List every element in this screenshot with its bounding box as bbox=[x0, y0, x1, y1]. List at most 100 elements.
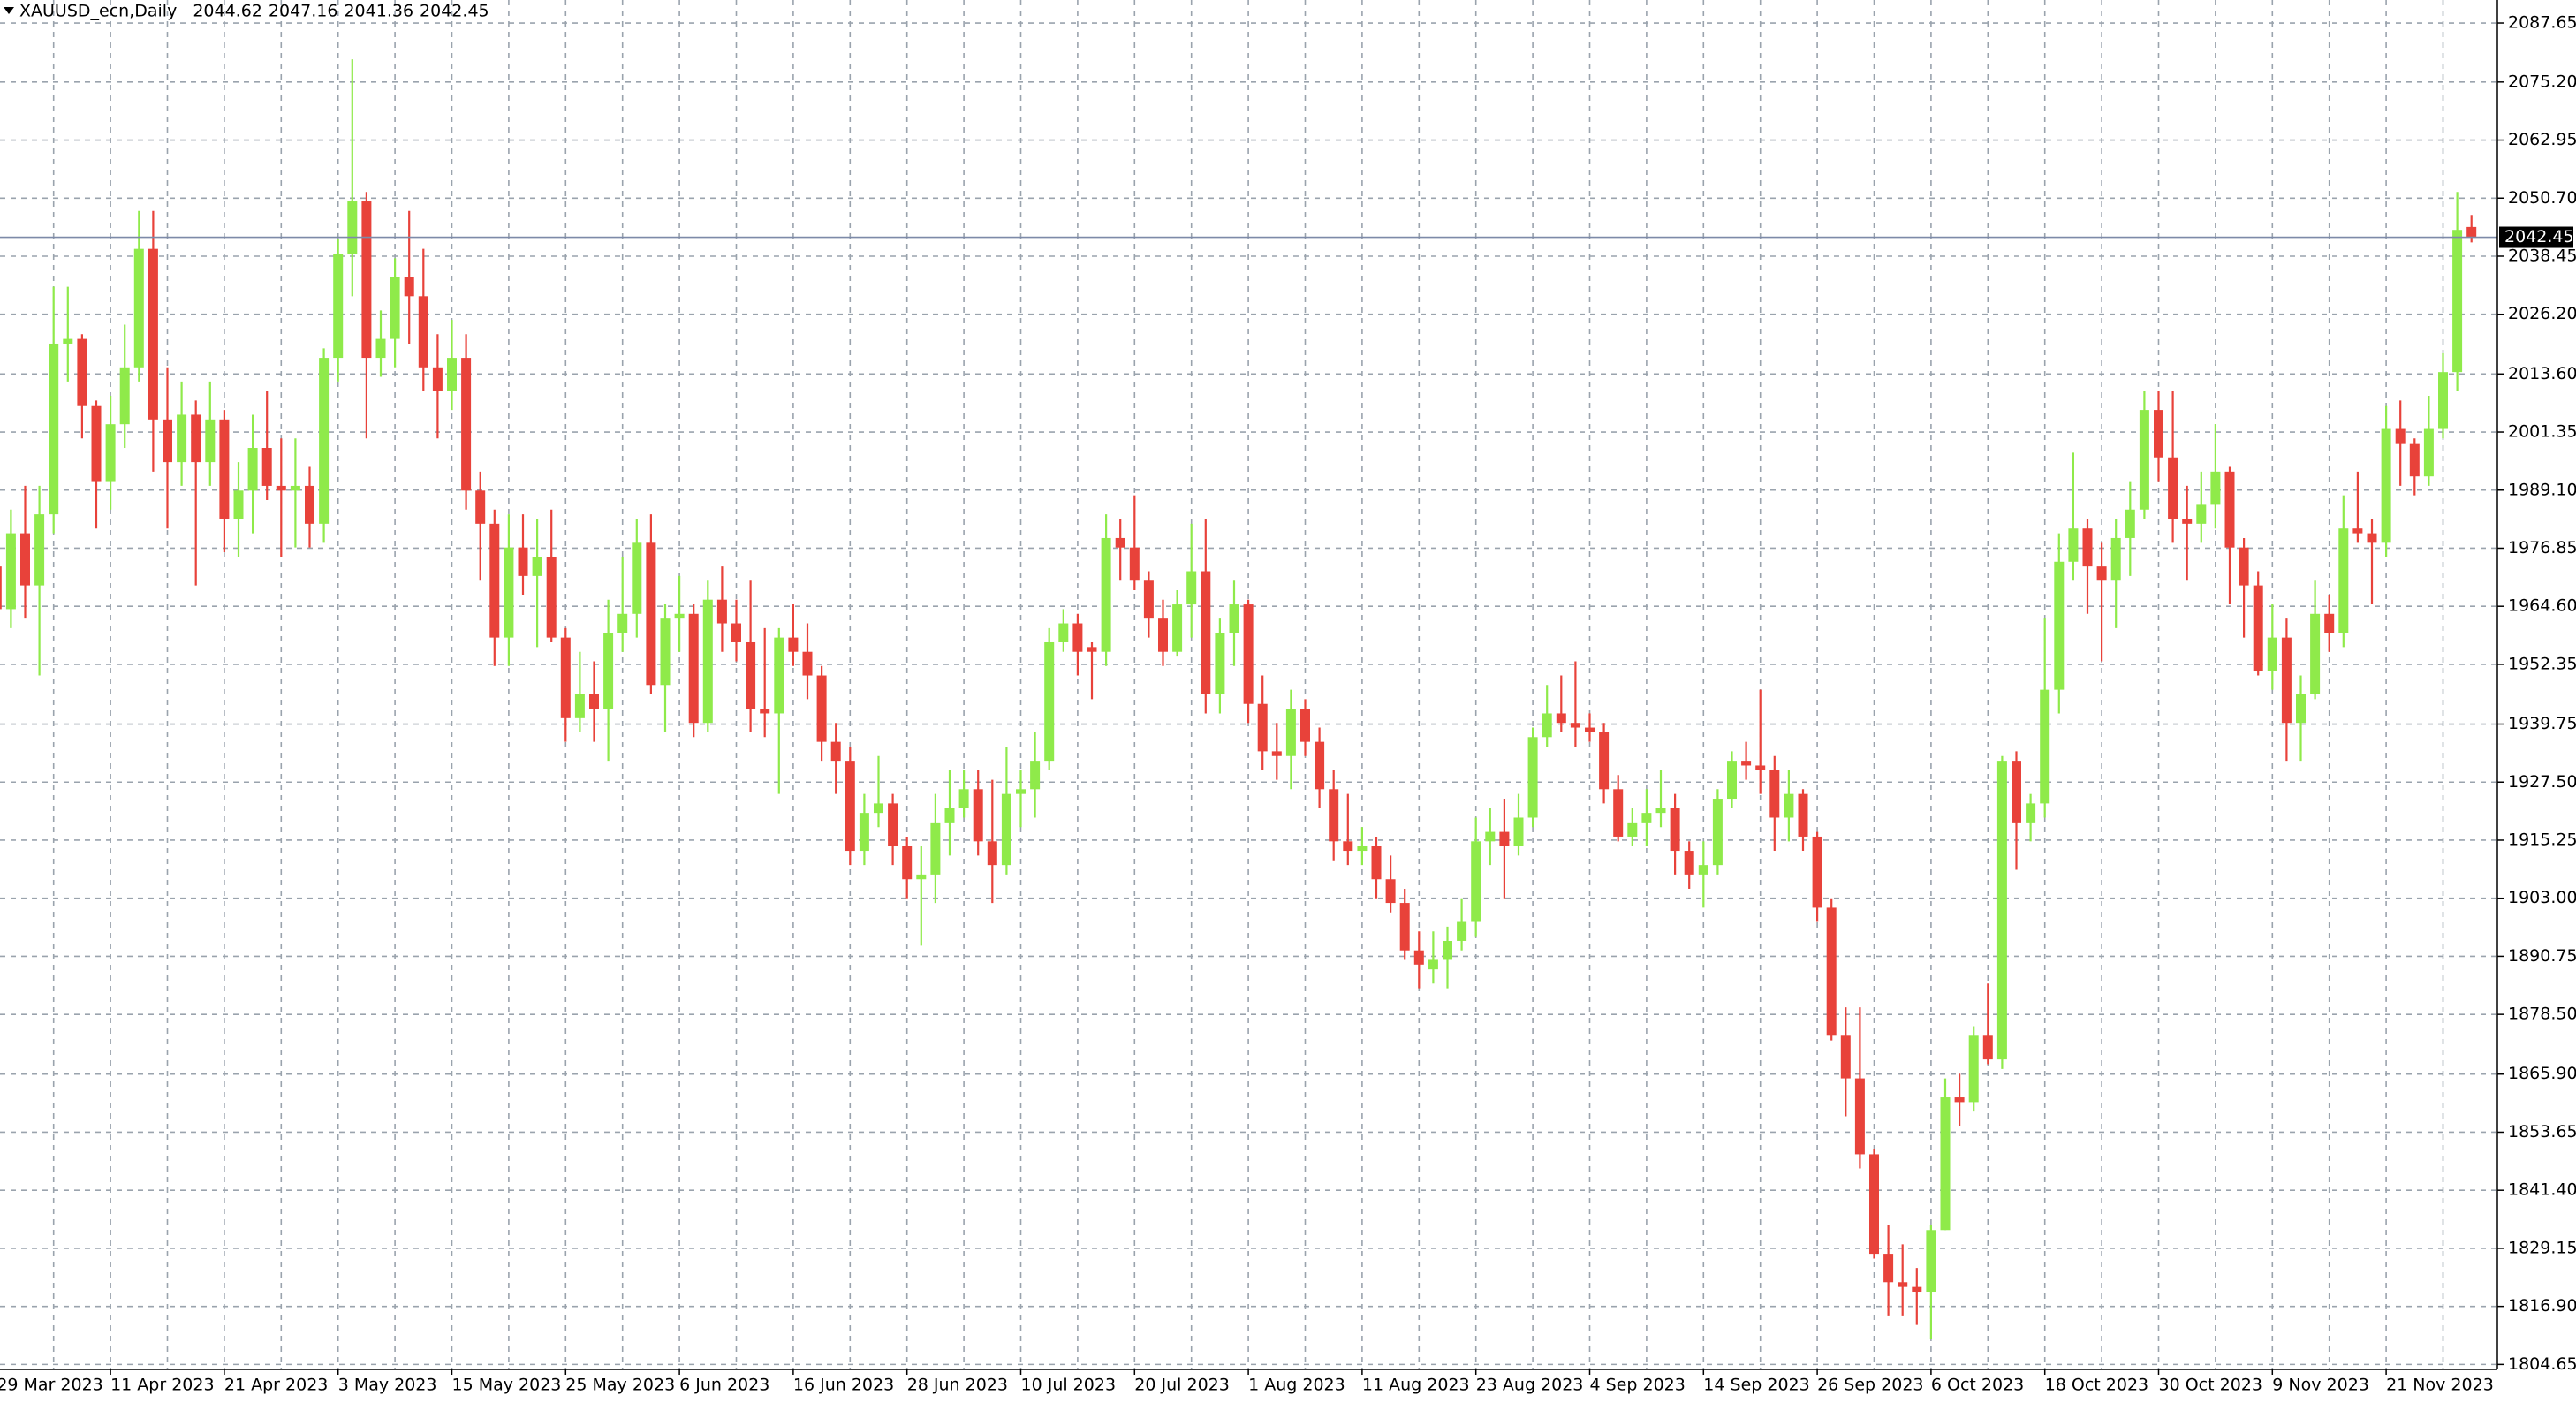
candle-body bbox=[319, 358, 330, 524]
candle-body bbox=[2267, 637, 2277, 671]
x-tick-label: 18 Oct 2023 bbox=[2045, 1376, 2148, 1395]
candle-body bbox=[105, 424, 116, 482]
candle-body bbox=[1315, 741, 1325, 790]
x-tick-label: 11 Aug 2023 bbox=[1362, 1376, 1470, 1395]
candle-body bbox=[716, 599, 727, 624]
candle-body bbox=[888, 803, 898, 846]
y-tick-label: 2026.20 bbox=[2508, 304, 2576, 323]
candle-body bbox=[788, 637, 799, 652]
candle-body bbox=[1982, 1035, 1993, 1060]
x-tick-label: 1 Aug 2023 bbox=[1248, 1376, 1345, 1395]
candle-body bbox=[504, 547, 514, 638]
candle-body bbox=[2281, 637, 2292, 724]
candle-body bbox=[1784, 793, 1794, 818]
y-tick-label: 1915.25 bbox=[2508, 830, 2576, 849]
candle-body bbox=[2154, 410, 2163, 458]
candle-body bbox=[2338, 528, 2349, 633]
candle-body bbox=[532, 557, 542, 576]
candle-body bbox=[333, 254, 344, 359]
candle-body bbox=[1542, 713, 1552, 738]
candle-body bbox=[49, 343, 59, 515]
candle-body bbox=[830, 741, 841, 762]
header: XAUUSD_ecn,Daily 2044.62 2047.16 2041.36… bbox=[4, 2, 489, 21]
header-high: 2047.16 bbox=[269, 2, 338, 21]
candle-body bbox=[589, 694, 599, 709]
candle-body bbox=[1798, 793, 1808, 837]
candle-body bbox=[760, 709, 770, 714]
candle-body bbox=[1883, 1254, 1894, 1283]
candle-body bbox=[1741, 761, 1752, 766]
candle-body bbox=[1087, 647, 1097, 652]
candle-body bbox=[2224, 471, 2235, 548]
candle-body bbox=[1399, 903, 1410, 951]
candle-body bbox=[1840, 1035, 1851, 1079]
y-tick-label: 1964.60 bbox=[2508, 596, 2576, 616]
candle-body bbox=[1186, 571, 1197, 605]
candle-body bbox=[2324, 613, 2335, 633]
candle-body bbox=[475, 490, 486, 524]
candle-body bbox=[1769, 770, 1780, 818]
x-tick-label: 21 Apr 2023 bbox=[224, 1376, 328, 1395]
candle-body bbox=[1016, 789, 1026, 794]
candle-body bbox=[247, 448, 258, 491]
candle-body bbox=[1300, 709, 1310, 742]
candle-body bbox=[375, 338, 386, 359]
x-tick-label: 9 Nov 2023 bbox=[2272, 1376, 2369, 1395]
candle-body bbox=[1570, 723, 1580, 728]
candle-body bbox=[489, 523, 500, 638]
y-tick-label: 1952.35 bbox=[2508, 654, 2576, 673]
candle-body bbox=[2068, 528, 2079, 562]
candle-body bbox=[660, 618, 671, 686]
candle-body bbox=[2110, 537, 2121, 581]
header-low: 2041.36 bbox=[344, 2, 413, 21]
candle-body bbox=[2125, 509, 2135, 538]
candle-body bbox=[1499, 831, 1510, 846]
candle-body bbox=[205, 419, 216, 463]
candle-body bbox=[1926, 1230, 1936, 1293]
y-tick-label: 2075.20 bbox=[2508, 72, 2576, 91]
candle-body bbox=[874, 803, 883, 814]
candle-body bbox=[1329, 789, 1339, 842]
candle-body bbox=[1968, 1035, 1979, 1103]
candle-body bbox=[1471, 841, 1481, 922]
y-tick-label: 1804.65 bbox=[2508, 1354, 2576, 1374]
candle-body bbox=[1712, 799, 1723, 866]
candle-body bbox=[518, 547, 528, 576]
candle-body bbox=[1854, 1078, 1865, 1155]
candle-body bbox=[276, 485, 286, 491]
candle-body bbox=[2452, 230, 2463, 373]
y-tick-label: 2087.65 bbox=[2508, 13, 2576, 33]
y-tick-label: 1865.90 bbox=[2508, 1064, 2576, 1083]
candle-body bbox=[916, 874, 927, 880]
candle-body bbox=[1343, 841, 1353, 852]
candle-body bbox=[1641, 813, 1652, 823]
candle-body bbox=[902, 846, 913, 880]
x-tick-label: 3 May 2023 bbox=[338, 1376, 437, 1395]
candle-body bbox=[1143, 580, 1154, 619]
candle-body bbox=[390, 277, 400, 339]
candle-body bbox=[1485, 831, 1496, 842]
x-tick-label: 6 Oct 2023 bbox=[1931, 1376, 2024, 1395]
x-tick-label: 25 May 2023 bbox=[565, 1376, 675, 1395]
chart-title: XAUUSD_ecn,Daily bbox=[19, 2, 177, 21]
candle-body bbox=[2395, 428, 2406, 444]
y-tick-label: 1939.75 bbox=[2508, 714, 2576, 733]
candle-body bbox=[1869, 1154, 1879, 1255]
y-tick-label: 1890.75 bbox=[2508, 946, 2576, 966]
candle-body bbox=[91, 405, 102, 482]
candle-body bbox=[2139, 410, 2149, 510]
candle-body bbox=[632, 542, 642, 614]
y-tick-label: 2013.60 bbox=[2508, 364, 2576, 383]
candle-body bbox=[958, 789, 969, 808]
candle-body bbox=[746, 641, 756, 709]
candle-body bbox=[1030, 761, 1041, 790]
candle-body bbox=[305, 485, 314, 524]
candle-body bbox=[1655, 808, 1666, 814]
candle-body bbox=[1898, 1282, 1908, 1287]
candle-body bbox=[1954, 1097, 1965, 1103]
candle-body bbox=[816, 675, 827, 742]
x-tick-label: 15 May 2023 bbox=[452, 1376, 562, 1395]
candle-body bbox=[418, 296, 428, 368]
candle-body bbox=[163, 419, 172, 463]
